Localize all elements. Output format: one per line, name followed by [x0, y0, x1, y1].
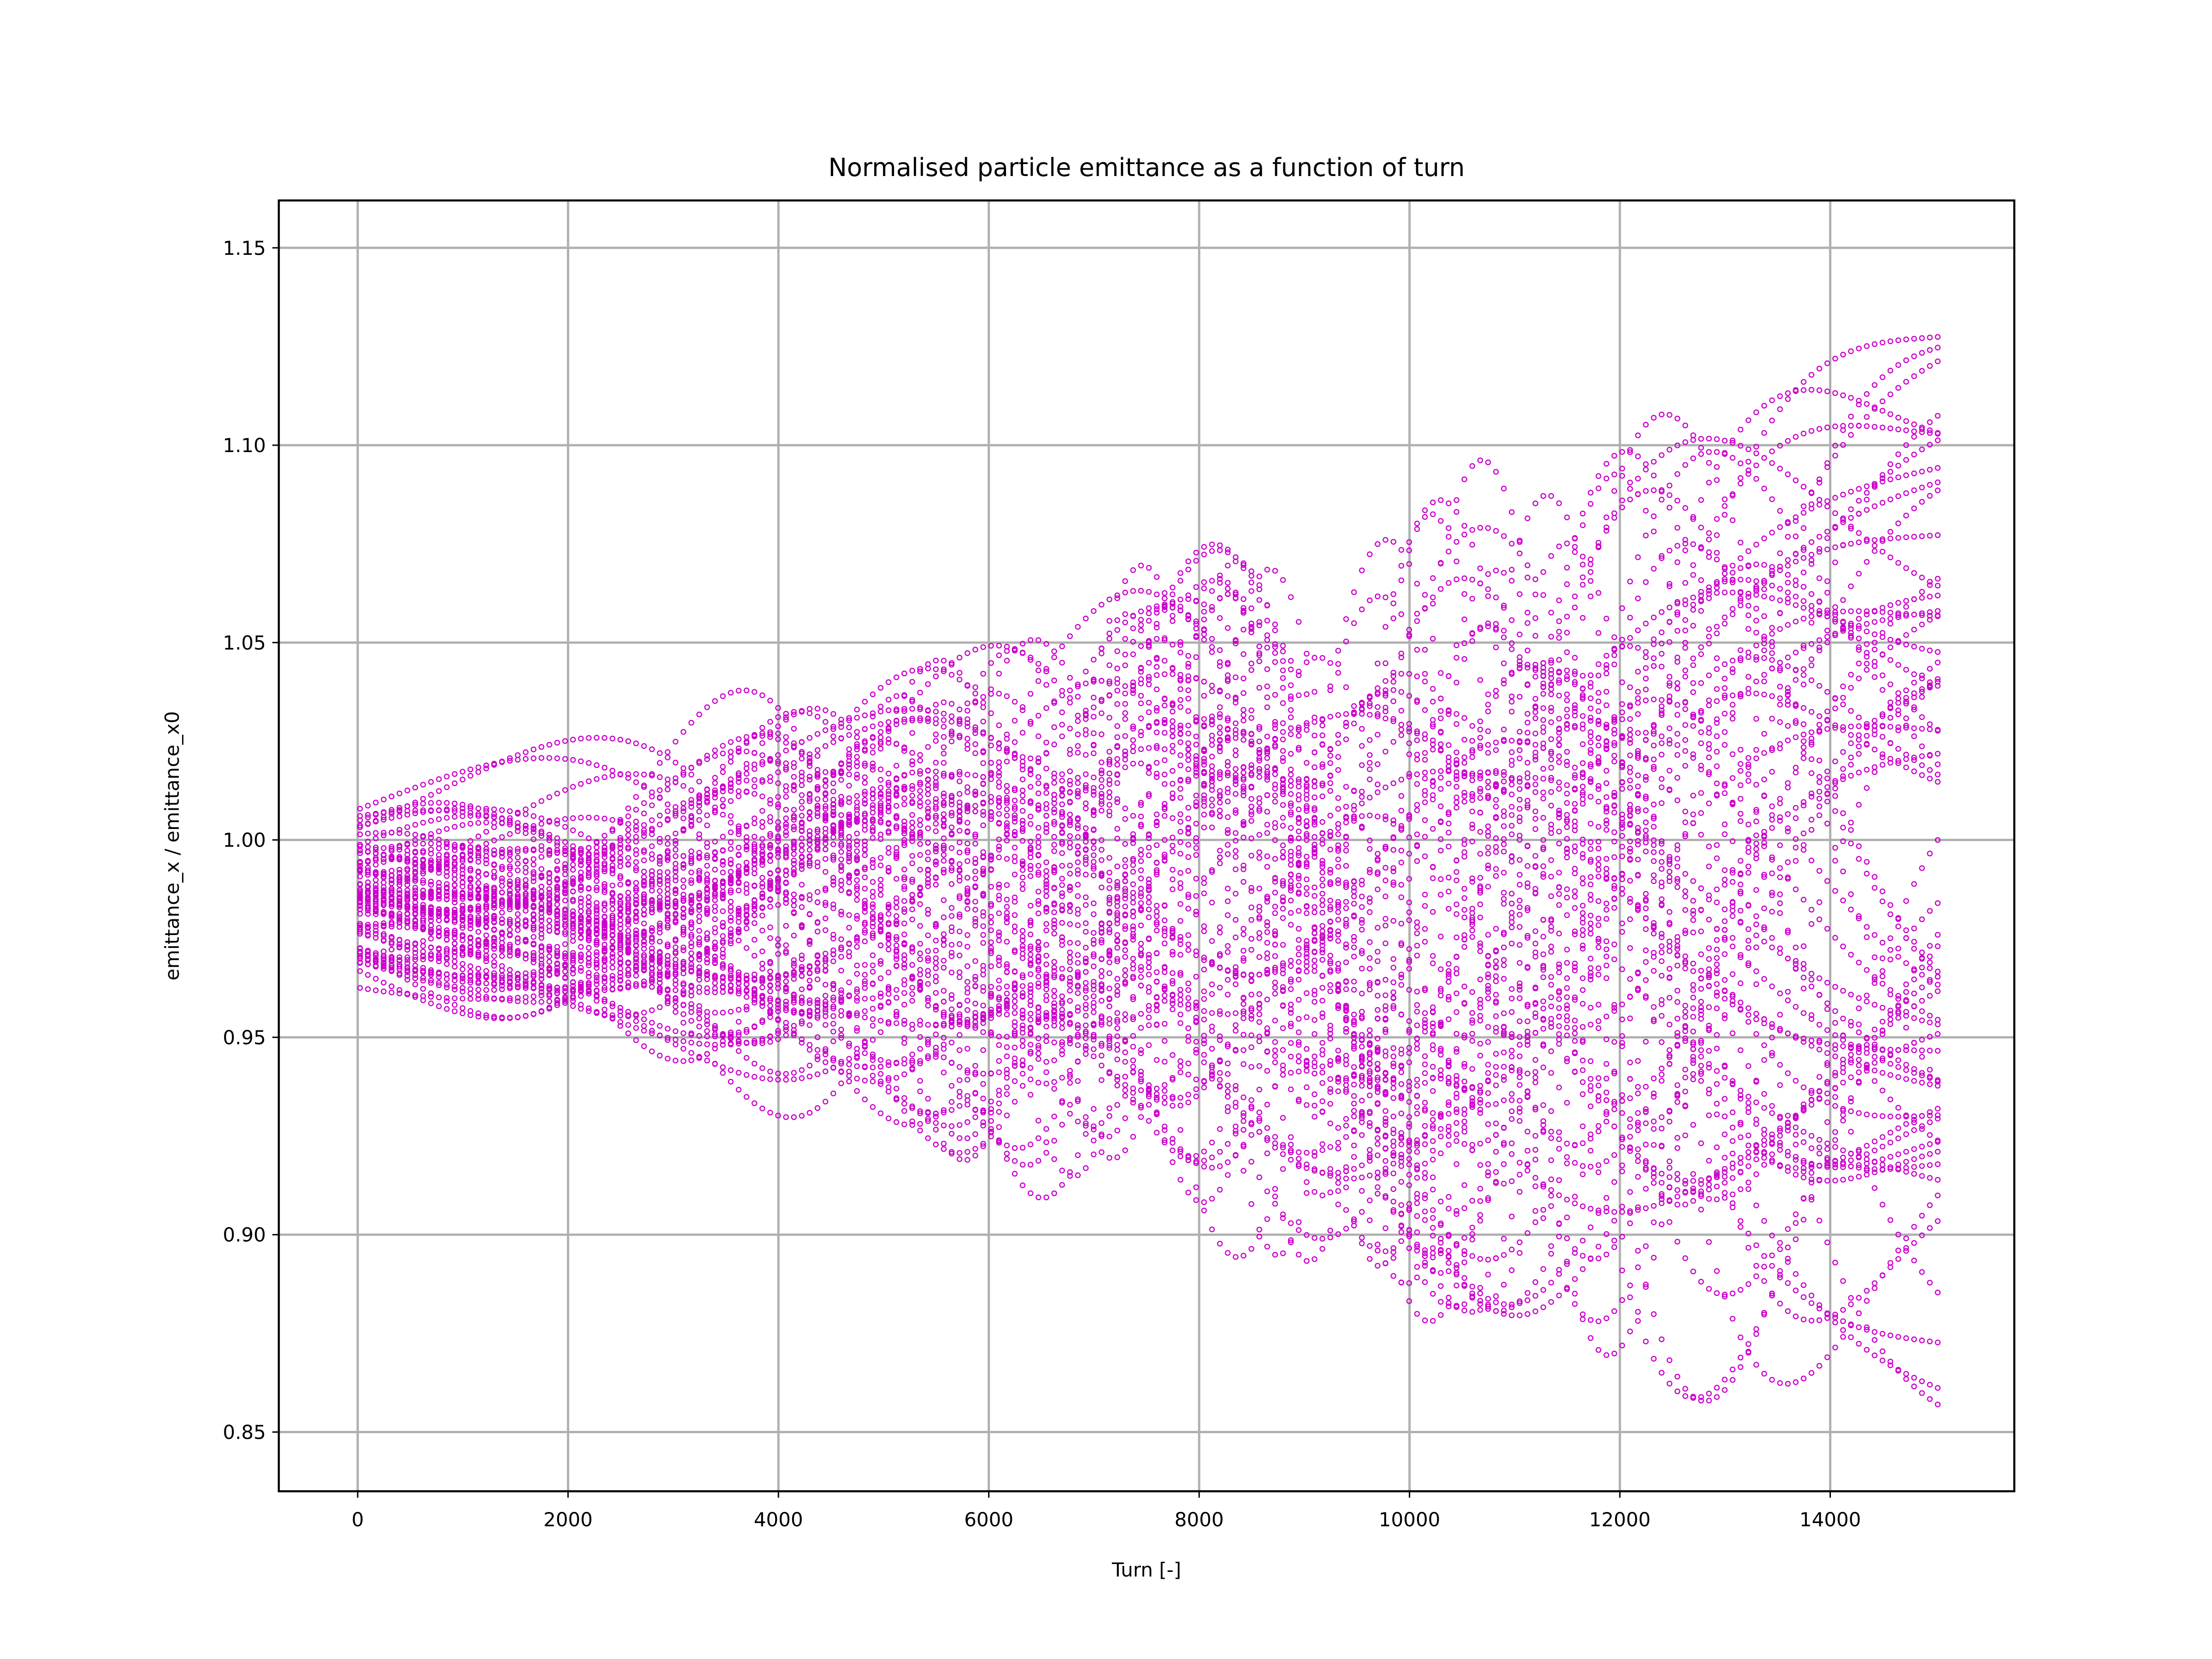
plot-frame	[277, 199, 2016, 1493]
y-tick-label: 1.05	[223, 631, 266, 654]
x-tick-label: 2000	[543, 1508, 593, 1531]
y-tick-label: 1.00	[223, 829, 266, 852]
x-tick-label: 4000	[754, 1508, 803, 1531]
x-tick-label: 14000	[1800, 1508, 1861, 1531]
scatter-points	[357, 334, 1941, 1407]
axis-ticks: 0 2000 4000 6000 8000 10000 12000 14000 0.85 0.90…	[223, 237, 1861, 1531]
scatter-point-cloud	[357, 334, 1941, 1407]
y-tick-label: 1.15	[223, 237, 266, 259]
x-tick-label: 6000	[964, 1508, 1013, 1531]
chart-title: Normalised particle emittance as a funct…	[828, 153, 1465, 182]
x-axis-title: Turn [-]	[1112, 1559, 1181, 1581]
x-tick-label: 12000	[1589, 1508, 1651, 1531]
y-axis-title: emittance_x / emittance_x0	[161, 711, 183, 981]
y-tick-label: 0.90	[223, 1224, 266, 1246]
x-tick-label: 8000	[1175, 1508, 1224, 1531]
y-tick-label: 0.85	[223, 1421, 266, 1444]
y-tick-label: 1.10	[223, 434, 266, 457]
y-tick-label: 0.95	[223, 1026, 266, 1049]
x-tick-label: 0	[352, 1508, 364, 1531]
x-tick-label: 10000	[1379, 1508, 1441, 1531]
